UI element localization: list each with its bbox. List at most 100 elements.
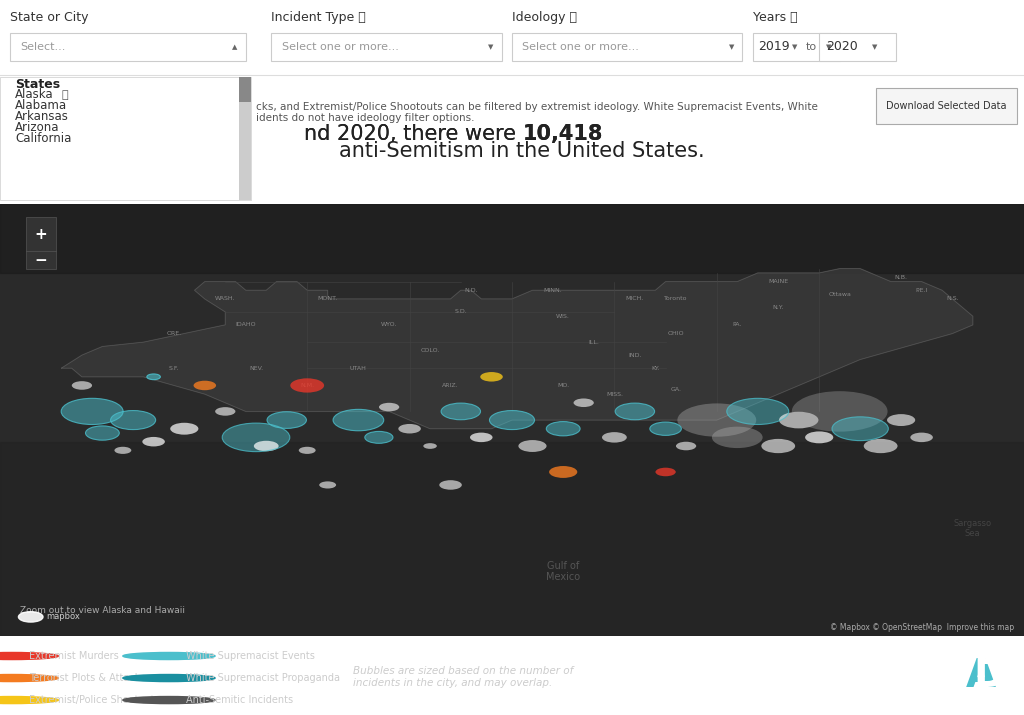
Text: Alabama: Alabama bbox=[15, 99, 68, 112]
FancyBboxPatch shape bbox=[239, 77, 251, 102]
Circle shape bbox=[142, 437, 165, 446]
Text: State or City: State or City bbox=[10, 11, 89, 24]
Text: IND.: IND. bbox=[628, 352, 642, 358]
Text: MAINE: MAINE bbox=[768, 279, 788, 284]
Circle shape bbox=[0, 696, 58, 704]
Text: ▲: ▲ bbox=[232, 44, 238, 50]
Text: MONT.: MONT. bbox=[317, 297, 338, 302]
Text: © Mapbox © OpenStreetMap  Improve this map: © Mapbox © OpenStreetMap Improve this ma… bbox=[829, 623, 1014, 632]
FancyBboxPatch shape bbox=[10, 33, 246, 61]
Text: +: + bbox=[35, 227, 47, 242]
Text: −: − bbox=[35, 252, 47, 267]
Circle shape bbox=[439, 480, 462, 490]
Text: ORE.: ORE. bbox=[167, 331, 181, 336]
Text: P.E.I: P.E.I bbox=[915, 288, 928, 292]
Circle shape bbox=[489, 410, 535, 430]
Text: ▼: ▼ bbox=[872, 44, 878, 50]
Text: ▼: ▼ bbox=[826, 44, 831, 50]
Text: Sargasso
Sea: Sargasso Sea bbox=[953, 518, 992, 538]
Text: 10,418: 10,418 bbox=[522, 124, 602, 144]
Text: 2020: 2020 bbox=[826, 40, 858, 54]
Text: IDAHO: IDAHO bbox=[236, 322, 256, 327]
Text: White Supremacist Propaganda: White Supremacist Propaganda bbox=[186, 673, 340, 683]
Polygon shape bbox=[0, 442, 1024, 636]
Text: PA.: PA. bbox=[732, 322, 742, 327]
Text: nd 2020, there were: nd 2020, there were bbox=[303, 124, 522, 144]
Text: N.Y.: N.Y. bbox=[772, 305, 784, 310]
Text: ▼: ▼ bbox=[488, 44, 494, 50]
Circle shape bbox=[0, 653, 58, 659]
Text: S.F.: S.F. bbox=[169, 365, 179, 370]
FancyBboxPatch shape bbox=[876, 88, 1017, 124]
Text: KY.: KY. bbox=[651, 365, 659, 370]
Circle shape bbox=[480, 372, 503, 382]
Polygon shape bbox=[0, 204, 1024, 273]
Text: Zoom out to view Alaska and Hawaii: Zoom out to view Alaska and Hawaii bbox=[20, 606, 185, 615]
Text: MICH.: MICH. bbox=[626, 297, 644, 302]
Text: Alaska: Alaska bbox=[15, 88, 54, 102]
Circle shape bbox=[111, 410, 156, 430]
Circle shape bbox=[215, 407, 236, 415]
Circle shape bbox=[779, 412, 818, 428]
Circle shape bbox=[254, 440, 279, 451]
Text: MO.: MO. bbox=[557, 383, 569, 388]
Circle shape bbox=[650, 422, 681, 435]
Circle shape bbox=[0, 674, 58, 681]
Circle shape bbox=[573, 398, 594, 407]
Text: ILL.: ILL. bbox=[589, 340, 599, 345]
FancyBboxPatch shape bbox=[239, 77, 251, 199]
Text: Select one or more...: Select one or more... bbox=[522, 42, 639, 52]
Text: Download Selected Data: Download Selected Data bbox=[886, 101, 1007, 111]
Circle shape bbox=[267, 412, 306, 428]
Circle shape bbox=[123, 674, 215, 681]
Circle shape bbox=[470, 433, 493, 442]
Circle shape bbox=[170, 423, 199, 435]
Text: Arizona: Arizona bbox=[15, 121, 59, 134]
Text: ▼: ▼ bbox=[792, 44, 797, 50]
Text: A: A bbox=[966, 656, 996, 695]
Text: Select...: Select... bbox=[20, 42, 66, 52]
Circle shape bbox=[518, 440, 547, 452]
Text: N.S.: N.S. bbox=[946, 297, 958, 302]
Circle shape bbox=[299, 447, 315, 454]
Circle shape bbox=[615, 403, 654, 420]
Text: NEV.: NEV. bbox=[249, 365, 263, 370]
Text: 🖱: 🖱 bbox=[61, 90, 68, 100]
Text: WASH.: WASH. bbox=[215, 297, 236, 302]
Circle shape bbox=[72, 381, 92, 390]
Text: N.M.: N.M. bbox=[300, 383, 314, 388]
Circle shape bbox=[423, 443, 437, 449]
Text: 10,418: 10,418 bbox=[522, 124, 602, 144]
Text: States: States bbox=[15, 78, 60, 91]
Text: ARIZ.: ARIZ. bbox=[442, 383, 459, 388]
Polygon shape bbox=[61, 269, 973, 429]
Text: 2019: 2019 bbox=[758, 40, 790, 54]
Circle shape bbox=[678, 403, 756, 437]
Text: Arkansas: Arkansas bbox=[15, 109, 70, 123]
Circle shape bbox=[146, 374, 161, 380]
FancyBboxPatch shape bbox=[512, 33, 742, 61]
Circle shape bbox=[222, 423, 290, 452]
Circle shape bbox=[18, 612, 43, 622]
Text: Incident Type ⓘ: Incident Type ⓘ bbox=[271, 11, 367, 24]
Text: S.D.: S.D. bbox=[455, 310, 467, 315]
Text: Select one or more...: Select one or more... bbox=[282, 42, 398, 52]
Text: Anti-Semitic Incidents: Anti-Semitic Incidents bbox=[186, 695, 294, 705]
Text: Ottawa: Ottawa bbox=[828, 292, 851, 297]
Text: Years ⓘ: Years ⓘ bbox=[753, 11, 798, 24]
Text: anti-Semitism in the United States.: anti-Semitism in the United States. bbox=[339, 141, 706, 161]
Circle shape bbox=[762, 439, 795, 453]
Text: Toronto: Toronto bbox=[665, 297, 687, 302]
Circle shape bbox=[831, 417, 888, 440]
Text: N.B.: N.B. bbox=[895, 275, 907, 280]
Circle shape bbox=[319, 481, 336, 488]
Circle shape bbox=[910, 433, 933, 442]
Circle shape bbox=[61, 398, 123, 425]
Text: mapbox: mapbox bbox=[46, 612, 80, 621]
Text: Gulf of
Mexico: Gulf of Mexico bbox=[546, 561, 581, 582]
Circle shape bbox=[864, 439, 897, 453]
Circle shape bbox=[712, 427, 763, 448]
Circle shape bbox=[805, 431, 834, 443]
Circle shape bbox=[549, 466, 578, 478]
Text: GA.: GA. bbox=[671, 388, 681, 393]
